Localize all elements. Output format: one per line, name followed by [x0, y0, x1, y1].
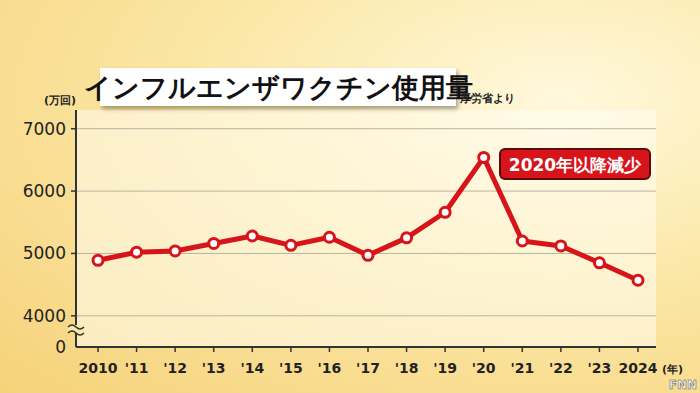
chart: 4000 5000 6000 7000 0 2010 '11 '12 '13 '14 '15 '16 '…: [0, 0, 700, 393]
annotation-box: 2020年以降減少: [500, 149, 650, 179]
x-tick: [599, 347, 601, 352]
marker: [209, 238, 219, 248]
x-tick: [522, 347, 524, 352]
x-tick: [97, 347, 99, 352]
x-tick-label: '22: [549, 360, 573, 376]
source: 厚労省より: [459, 92, 515, 105]
x-tick-label: '16: [318, 360, 342, 376]
marker: [170, 246, 180, 256]
x-axis: [76, 346, 656, 348]
x-tick-label: '17: [356, 360, 380, 376]
x-tick: [136, 347, 138, 352]
marker: [633, 275, 643, 285]
marker: [286, 240, 296, 250]
x-tick-label: '11: [125, 360, 149, 376]
marker: [247, 231, 257, 241]
x-tick-label: 2024: [619, 360, 658, 376]
y-tick-label: 4000: [23, 306, 66, 326]
plot-area: [76, 110, 656, 347]
x-tick-label: '20: [472, 360, 496, 376]
x-tick: [367, 347, 369, 352]
marker: [93, 255, 103, 265]
x-tick: [252, 347, 254, 352]
marker: [324, 232, 334, 242]
x-tick: [444, 347, 446, 352]
marker: [402, 233, 412, 243]
marker: [363, 250, 373, 260]
marker: [556, 241, 566, 251]
y-tick-label: 6000: [23, 181, 66, 201]
marker: [517, 236, 527, 246]
x-tick: [483, 347, 485, 352]
x-tick-label: '23: [588, 360, 612, 376]
y-break-label: 0: [55, 337, 66, 357]
y-tick-label: 5000: [23, 243, 66, 263]
x-tick: [406, 347, 408, 352]
x-tick-label: '12: [163, 360, 187, 376]
logo: FNN: [669, 378, 697, 392]
grid-line: [76, 191, 656, 192]
marker: [594, 258, 604, 268]
x-tick-label: 2010: [79, 360, 118, 376]
x-tick: [290, 347, 292, 352]
x-tick-label: '19: [433, 360, 457, 376]
annotation: 2020年以降減少: [509, 155, 642, 175]
title: インフルエンザワクチン使用量: [84, 72, 473, 103]
marker: [132, 247, 142, 257]
x-tick: [560, 347, 562, 352]
grid-line: [76, 128, 656, 129]
x-tick: [213, 347, 215, 352]
x-tick: [637, 347, 639, 352]
y-axis: [75, 110, 77, 347]
x-tick-label: '13: [202, 360, 226, 376]
y-tick-label: 7000: [23, 119, 66, 139]
marker: [440, 207, 450, 217]
x-tick-label: '18: [395, 360, 419, 376]
x-tick-label: '14: [240, 360, 264, 376]
axis-break: [68, 325, 84, 335]
x-tick: [329, 347, 331, 352]
x-axis-label: (年): [662, 363, 683, 376]
x-tick-label: '15: [279, 360, 303, 376]
x-tick: [174, 347, 176, 352]
marker: [479, 152, 489, 162]
x-tick-label: '21: [510, 360, 534, 376]
series: [93, 152, 643, 285]
grid-line: [76, 315, 656, 316]
y-axis-label: (万回): [44, 94, 76, 107]
title-box: インフルエンザワクチン使用量: [84, 68, 473, 106]
